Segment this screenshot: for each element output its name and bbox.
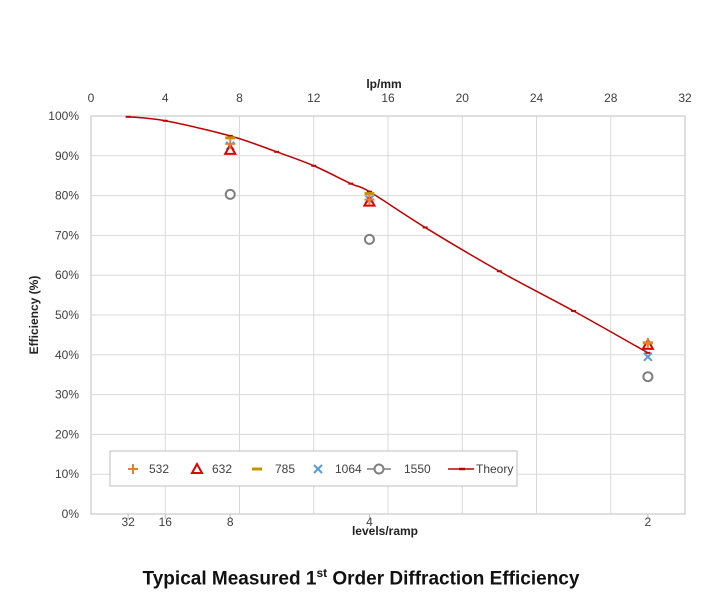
bottom-tick-label: 8 (227, 515, 234, 529)
top-tick-label: 24 (530, 91, 544, 105)
legend-swatch-532 (128, 464, 138, 474)
data-point-532 (642, 337, 653, 348)
data-point-1550 (224, 188, 236, 200)
x-marker-b (313, 464, 323, 474)
top-tick-label: 0 (88, 91, 95, 105)
legend-label-1550: 1550 (404, 462, 431, 476)
circle-marker (363, 233, 375, 245)
circle-marker (642, 371, 654, 383)
legend-label-Theory: Theory (476, 462, 513, 476)
top-tick-label: 4 (162, 91, 169, 105)
data-point-1550 (363, 233, 375, 245)
y-tick-label: 40% (55, 348, 79, 362)
top-axis-title: lp/mm (366, 77, 401, 91)
circle-marker (373, 463, 385, 475)
data-point-532 (364, 194, 375, 205)
y-tick-label: 30% (55, 388, 79, 402)
triangle-marker (190, 461, 204, 474)
triangle-marker (223, 142, 237, 155)
top-tick-label: 20 (456, 91, 470, 105)
y-tick-label: 60% (55, 268, 79, 282)
data-point-1550 (642, 371, 654, 383)
y-tick-label: 0% (62, 507, 80, 521)
data-point-1064 (643, 352, 653, 362)
y-tick-label: 80% (55, 189, 79, 203)
caption-superscript: st (316, 566, 328, 580)
top-tick-label: 8 (236, 91, 243, 105)
legend-label-632: 632 (212, 462, 232, 476)
top-tick-label: 32 (678, 91, 692, 105)
bottom-tick-label: 16 (159, 515, 173, 529)
legend-label-1064: 1064 (335, 462, 362, 476)
triangle-marker (362, 194, 377, 207)
y-tick-label: 50% (55, 308, 79, 322)
bottom-tick-label: 2 (645, 515, 652, 529)
legend-label-532: 532 (149, 462, 169, 476)
bottom-axis-title: levels/ramp (352, 524, 418, 538)
top-tick-label: 12 (307, 91, 321, 105)
caption-prefix: Typical Measured 1 (142, 568, 317, 590)
data-point-632 (223, 142, 237, 155)
chart-caption: Typical Measured 1st Order Diffraction E… (0, 566, 722, 590)
y-tick-label: 100% (48, 109, 79, 123)
x-marker-b (643, 352, 653, 362)
bottom-tick-label: 4 (366, 515, 373, 529)
top-tick-label: 16 (381, 91, 395, 105)
data-point-532 (225, 138, 236, 149)
grid (91, 116, 685, 519)
bottom-tick-label: 32 (121, 515, 135, 529)
legend-swatch-1550 (373, 463, 385, 475)
legend-label-785: 785 (275, 462, 295, 476)
series-layer (125, 115, 655, 383)
caption-suffix: Order Diffraction Efficiency (327, 568, 580, 590)
theory-line (128, 116, 649, 354)
y-tick-label: 70% (55, 228, 79, 242)
top-axis: 0 4 8 12 16 20 24 28 32 (88, 91, 692, 105)
bottom-axis: 32 16 8 4 2 (121, 515, 651, 529)
legend: 532 632 785 1064 1550 Theory (109, 450, 518, 487)
legend-swatch-1064 (313, 464, 323, 474)
y-tick-label: 20% (55, 427, 79, 441)
y-tick-label: 90% (55, 149, 79, 163)
top-tick-label: 28 (604, 91, 618, 105)
y-axis-title: Efficiency (%) (27, 276, 41, 355)
data-point-632 (362, 194, 377, 207)
y-axis: 0% 10% 20% 30% 40% 50% 60% 70% 80% 90% 100% (48, 109, 79, 521)
y-tick-label: 10% (55, 467, 79, 481)
legend-swatch-632 (190, 461, 204, 474)
circle-marker (224, 188, 236, 200)
